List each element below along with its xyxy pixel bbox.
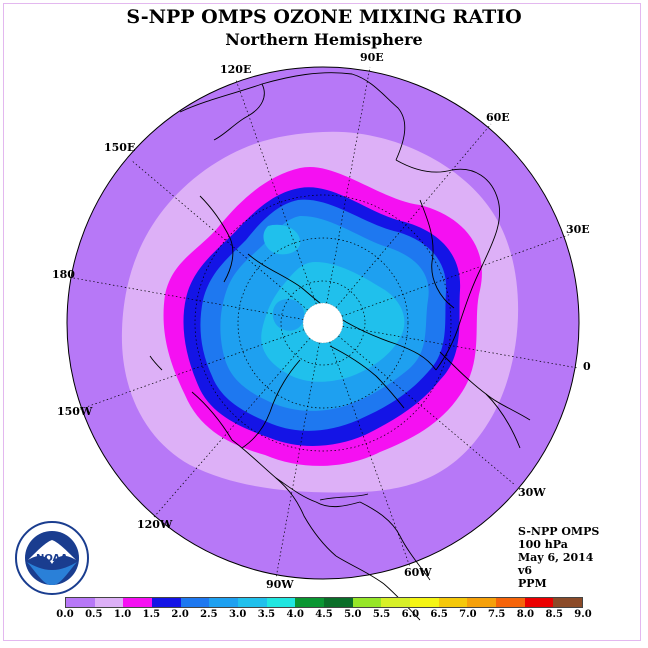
- colorbar-swatch: [180, 598, 210, 607]
- lon-label-60w: 60W: [404, 566, 432, 579]
- colorbar-tick-label: 4.0: [286, 609, 304, 620]
- map-title: S-NPP OMPS OZONE MIXING RATIO: [126, 6, 522, 28]
- band-2.5-3.0-b: [272, 299, 305, 331]
- lon-label-60e: 60E: [486, 111, 510, 124]
- colorbar-tick-label: 4.5: [315, 609, 333, 620]
- lon-label-90e: 90E: [360, 51, 384, 64]
- colorbar-tick-label: 6.5: [430, 609, 448, 620]
- polar-data-gap: [303, 303, 343, 343]
- colorbar-swatch: [324, 598, 353, 607]
- lon-label-120w: 120W: [137, 518, 173, 531]
- lon-label-180: 180: [52, 268, 75, 281]
- colorbar-swatch: [553, 598, 583, 607]
- lon-label-30w: 30W: [518, 486, 546, 499]
- colorbar-swatch: [266, 598, 296, 607]
- graticule: [67, 66, 579, 579]
- colorbar-tick-label: 8.5: [545, 609, 563, 620]
- lon-label-150e: 150E: [104, 141, 136, 154]
- band-3.0-3.5-b: [263, 224, 301, 255]
- polar-data-gap-dots: [302, 302, 344, 344]
- colorbar-tick-label: 5.5: [372, 609, 391, 620]
- colorbar-tick-label: 6.0: [401, 609, 420, 620]
- ozone-field: [67, 67, 579, 579]
- info-date: May 6, 2014: [518, 551, 594, 564]
- colorbar: [65, 597, 583, 608]
- colorbar-swatch: [524, 598, 554, 607]
- lon-label-30e: 30E: [566, 223, 590, 236]
- info-instrument: S-NPP OMPS: [518, 525, 600, 538]
- map-outline: [66, 66, 580, 580]
- colorbar-tick-label: 7.5: [487, 609, 506, 620]
- lon-label-120e: 120E: [220, 63, 252, 76]
- info-units: PPM: [518, 577, 547, 590]
- colorbar-tick-label: 2.5: [200, 609, 218, 620]
- info-version: v6: [518, 564, 533, 577]
- noaa-logo: NOAA: [14, 520, 90, 600]
- colorbar-swatch: [238, 598, 267, 607]
- colorbar-swatch: [209, 598, 239, 607]
- colorbar-swatch: [410, 598, 439, 607]
- colorbar-swatch: [94, 598, 124, 607]
- colorbar-swatch: [381, 598, 411, 607]
- lon-label-150w: 150W: [57, 405, 93, 418]
- colorbar-tick-label: 1.0: [113, 609, 132, 620]
- colorbar-swatch: [496, 598, 525, 607]
- lon-label-90w: 90W: [266, 578, 294, 591]
- colorbar-tick-label: 7.0: [459, 609, 477, 620]
- colorbar-swatch: [352, 598, 382, 607]
- colorbar-swatch: [152, 598, 181, 607]
- colorbar-tick-label: 9.0: [574, 609, 592, 620]
- colorbar-tick-label: 5.0: [344, 609, 362, 620]
- figure-frame: [3, 3, 641, 641]
- colorbar-swatch: [295, 598, 325, 607]
- colorbar-swatch: [467, 598, 497, 607]
- colorbar-swatch: [123, 598, 153, 607]
- colorbar-tick-label: 8.0: [516, 609, 535, 620]
- colorbar-tick-label: 3.5: [257, 609, 276, 620]
- map-subtitle: Northern Hemisphere: [225, 30, 423, 49]
- colorbar-tick-label: 2.0: [171, 609, 189, 620]
- colorbar-tick-label: 1.5: [142, 609, 161, 620]
- lon-label-0: 0: [583, 360, 591, 373]
- colorbar-swatch: [438, 598, 468, 607]
- info-level: 100 hPa: [518, 538, 568, 551]
- noaa-logo-text: NOAA: [36, 553, 68, 564]
- colorbar-tick-label: 0.5: [85, 609, 103, 620]
- colorbar-swatch: [66, 598, 95, 607]
- product-info: S-NPP OMPS 100 hPa May 6, 2014 v6 PPM: [518, 525, 599, 590]
- colorbar-ticks: 0.0 0.5 1.0 1.5 2.0 2.5 3.0 3.5 4.0 4.5 5.0 5.5 6.0 6…: [48, 609, 600, 623]
- colorbar-tick-label: 3.0: [228, 609, 247, 620]
- colorbar-tick-label: 0.0: [56, 609, 74, 620]
